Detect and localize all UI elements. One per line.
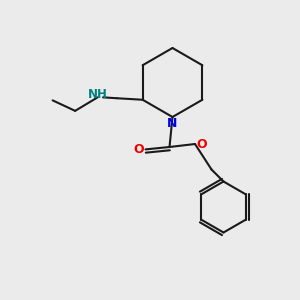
Text: N: N [167, 117, 178, 130]
Text: O: O [134, 143, 144, 156]
Text: O: O [196, 137, 207, 151]
Text: NH: NH [88, 88, 108, 101]
